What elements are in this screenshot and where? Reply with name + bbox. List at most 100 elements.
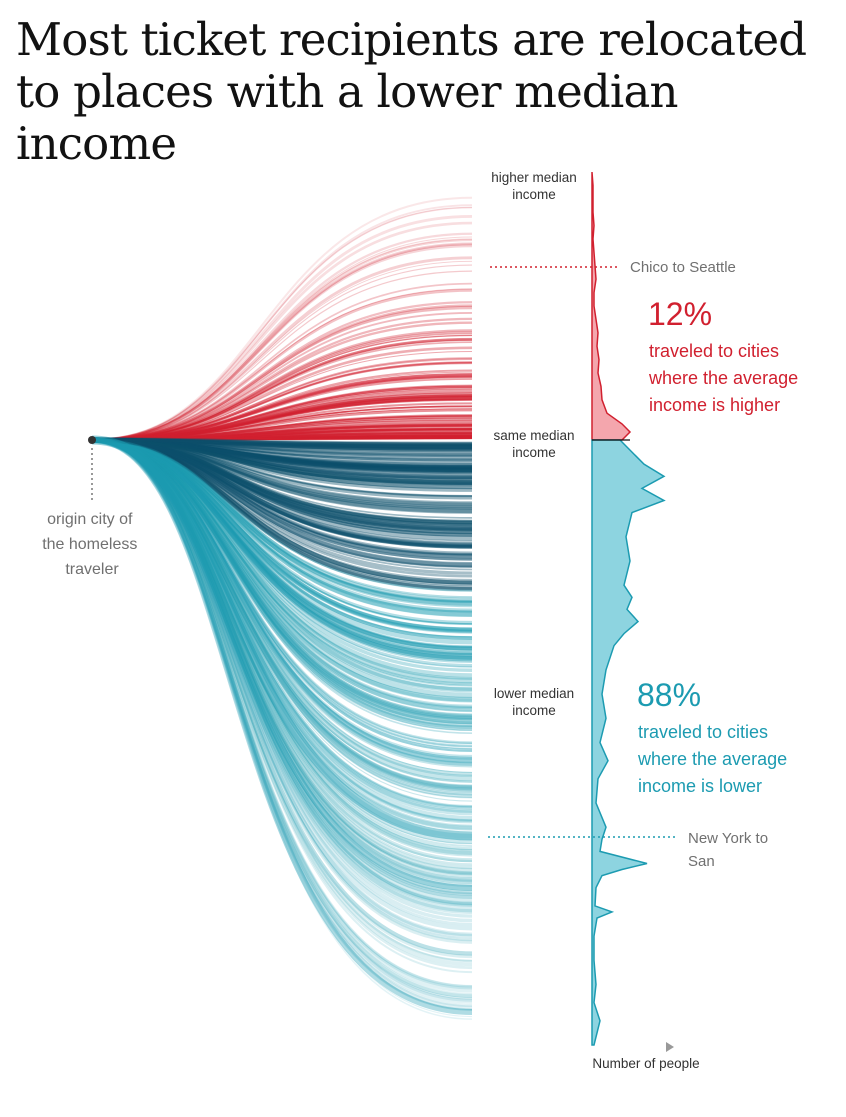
flow-curve [91, 438, 473, 487]
lower-income-area [591, 439, 666, 1046]
flow-curve [91, 438, 473, 691]
flow-curve [91, 439, 473, 1000]
flow-curve [91, 438, 473, 537]
flow-curve [91, 438, 473, 561]
flow-curve [91, 439, 473, 716]
flow-curve [91, 437, 473, 606]
flow-curve [91, 437, 473, 603]
flow-curve [91, 437, 473, 998]
flow-curve [91, 438, 473, 451]
flow-curve [91, 437, 473, 514]
flow-curve [91, 439, 473, 1018]
flow-curve [91, 437, 473, 944]
flow-curve [91, 438, 473, 974]
lower-income-label: lower median income [494, 686, 574, 718]
flow-curve [91, 439, 473, 631]
flow-curve [91, 438, 473, 687]
flow-curve [91, 439, 473, 448]
flow-curve [91, 438, 473, 535]
flow-curve [91, 437, 473, 473]
flow-curve [91, 438, 473, 905]
flow-curve [91, 438, 473, 465]
flow-curve [91, 437, 473, 870]
flow-curve [91, 437, 473, 485]
flow-curve [91, 239, 473, 442]
flow-curve [91, 439, 473, 556]
flow-curve [91, 196, 473, 442]
flow-curve [91, 439, 473, 798]
flow-curve [91, 437, 473, 460]
flow-curve [91, 439, 473, 1011]
flow-curve [91, 437, 473, 568]
flow-curve [91, 438, 473, 626]
flow-curve [91, 438, 473, 656]
flow-curve [91, 438, 473, 725]
flow-curve [91, 221, 473, 442]
flow-curve [91, 384, 473, 441]
flow-curve [91, 438, 473, 855]
flow-curve [91, 439, 473, 603]
flow-curve [91, 438, 473, 998]
flow-curve [91, 439, 473, 940]
flow-curve [91, 439, 473, 490]
flow-curve [91, 437, 473, 830]
flow-curve [91, 437, 473, 660]
flow-curve [91, 256, 473, 442]
flow-curve [91, 438, 473, 473]
flow-curve [91, 438, 473, 680]
flow-curve [91, 439, 473, 525]
flow-curve [91, 438, 473, 710]
flow-curve [91, 437, 473, 956]
flow-curve [91, 437, 473, 530]
flow-curve [91, 438, 473, 479]
flow-curve [91, 439, 473, 1020]
flow-curve [91, 437, 473, 782]
flow-curve [91, 437, 473, 766]
flow-curve [91, 438, 473, 926]
flow-curve [91, 376, 473, 441]
flow-curve [91, 438, 473, 850]
flow-curve [91, 438, 473, 510]
flow-curve [91, 438, 473, 523]
flow-curve [91, 437, 473, 549]
flow-curve [91, 438, 473, 608]
flow-curve [91, 439, 473, 465]
flow-curve [91, 437, 473, 678]
lower-percent: 88% [637, 677, 701, 713]
flow-curve [91, 439, 473, 734]
flow-band [91, 438, 473, 617]
flow-curve [91, 385, 473, 441]
flow-curve [91, 439, 473, 845]
flow-curve [91, 439, 473, 498]
flow-curve [91, 438, 473, 790]
flow-curve [91, 437, 473, 956]
flow-curve [91, 438, 473, 575]
higher-percent: 12% [648, 296, 712, 332]
flow-curve [91, 308, 473, 441]
flow-curve [91, 437, 473, 645]
flow-curve [91, 437, 473, 508]
flow-curve [91, 437, 473, 559]
flow-curve [91, 437, 473, 526]
flow-curve [91, 437, 473, 632]
flow-curve [91, 437, 473, 472]
flow-curve [91, 337, 473, 441]
flow-curve [91, 438, 473, 447]
flow-curve [91, 244, 473, 442]
flow-curve [91, 439, 473, 731]
flow-curve [91, 236, 473, 441]
flow-curve [91, 438, 473, 470]
flow-curve [91, 439, 473, 462]
flow-curve [91, 437, 473, 532]
flow-curve [91, 373, 473, 442]
flow-curve [91, 437, 473, 592]
flow-curve [91, 437, 473, 857]
flow-curve [91, 439, 473, 549]
higher-income-label: higher median income [491, 170, 577, 202]
flow-curve [91, 437, 473, 453]
flow-curve [91, 437, 473, 821]
flow-curve [91, 439, 473, 460]
flow-curve [91, 438, 473, 656]
flow-curve [91, 438, 473, 809]
flow-curve [91, 439, 473, 531]
